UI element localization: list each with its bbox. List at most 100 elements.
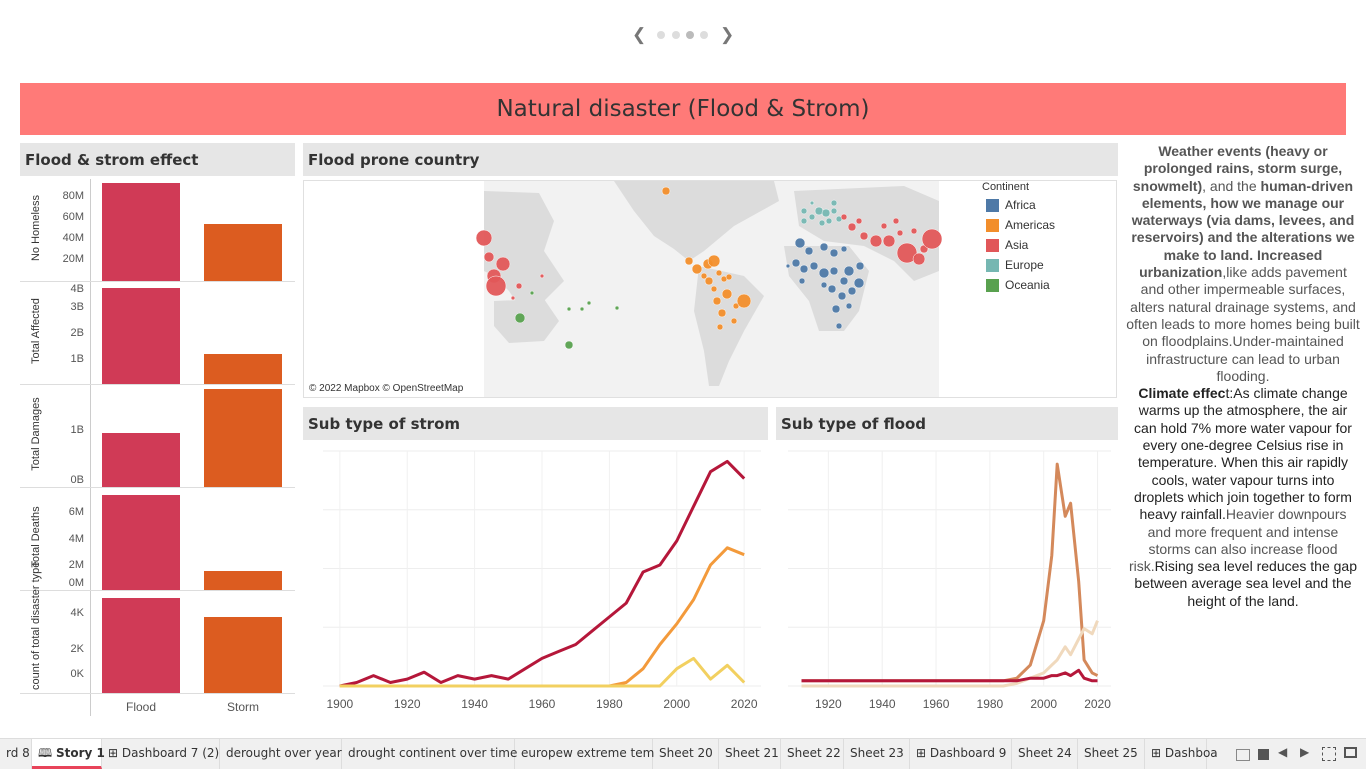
sheet-tab[interactable]: Sheet 23 [844, 739, 910, 769]
country-bubble[interactable] [586, 300, 592, 306]
flood-map[interactable]: Continent Africa Americas Asia Europe Oceani… [303, 180, 1117, 398]
country-bubble[interactable] [579, 306, 585, 312]
measure-row[interactable]: No Homeless 80M 60M 40M 20M [20, 179, 295, 282]
sheet-tab[interactable]: ⊞ Dashboa [1145, 739, 1218, 769]
world-map-svg[interactable] [304, 181, 1116, 397]
flood-bar[interactable] [102, 433, 180, 487]
flood-bar[interactable] [102, 183, 180, 281]
country-bubble[interactable] [820, 281, 828, 289]
country-bubble[interactable] [830, 207, 838, 215]
country-bubble[interactable] [515, 282, 523, 290]
next-story-point-icon[interactable]: ❯ [720, 25, 735, 44]
storm-subtype-chart[interactable]: 1900 1920 1940 1960 1980 2000 2020 [303, 441, 768, 717]
storm-bar[interactable] [204, 224, 282, 281]
country-bubble[interactable] [485, 275, 507, 297]
country-bubble[interactable] [910, 227, 918, 235]
country-bubble[interactable] [785, 263, 791, 269]
country-bubble[interactable] [495, 256, 511, 272]
country-bubble[interactable] [837, 291, 847, 301]
sheet-tab[interactable]: rd 8 [0, 739, 32, 769]
sheet-tab[interactable]: ⊞ Dashboard 7 (2) [102, 739, 220, 769]
country-bubble[interactable] [700, 272, 708, 280]
flood-subtype-chart[interactable]: 1920 1940 1960 1980 2000 2020 [776, 441, 1118, 717]
scroll-right-icon[interactable]: ▶ [1300, 745, 1310, 759]
flood-bar[interactable] [102, 288, 180, 384]
story-dot-1[interactable] [657, 31, 665, 39]
flood-bubbles[interactable] [475, 186, 943, 350]
show-tabs-icon[interactable] [1258, 749, 1269, 760]
country-bubble[interactable] [882, 234, 896, 248]
measure-row[interactable]: count of total disaster type 4K 2K 0K [20, 562, 295, 694]
present-icon[interactable] [1344, 747, 1357, 758]
sheet-tab[interactable]: Sheet 24 [1012, 739, 1078, 769]
country-bubble[interactable] [843, 265, 855, 277]
country-bubble[interactable] [730, 317, 738, 325]
country-bubble[interactable] [921, 228, 943, 250]
series-line[interactable] [801, 462, 1099, 683]
measure-row[interactable]: Total Deaths 6M 4M 2M 0M [20, 488, 295, 591]
country-bubble[interactable] [717, 308, 727, 318]
country-bubble[interactable] [691, 263, 703, 275]
country-bubble[interactable] [704, 276, 714, 286]
sheet-tab[interactable]: ⊞ Dashboard 9 [910, 739, 1012, 769]
sheet-tab[interactable]: 🕮 Story 1 [32, 739, 105, 769]
storm-bar[interactable] [204, 571, 282, 590]
country-bubble[interactable] [847, 222, 857, 232]
flood-bar[interactable] [102, 495, 180, 590]
sheet-tab[interactable]: Sheet 21 [719, 739, 781, 769]
sheet-tab[interactable]: drought continent over time [342, 739, 517, 769]
country-bubble[interactable] [800, 207, 808, 215]
sheet-tab[interactable]: Sheet 20 [653, 739, 719, 769]
country-bubble[interactable] [684, 256, 694, 266]
country-bubble[interactable] [736, 293, 752, 309]
legend-swatch[interactable] [986, 239, 999, 252]
country-bubble[interactable] [869, 234, 883, 248]
country-bubble[interactable] [853, 277, 865, 289]
scroll-left-icon[interactable]: ◀ [1278, 745, 1288, 759]
country-bubble[interactable] [791, 258, 801, 268]
country-bubble[interactable] [707, 254, 721, 268]
country-bubble[interactable] [912, 252, 926, 266]
prev-story-point-icon[interactable]: ❮ [632, 25, 647, 44]
country-bubble[interactable] [831, 304, 841, 314]
measure-row[interactable]: Total Affected 4B 3B 2B 1B [20, 282, 295, 385]
country-bubble[interactable] [845, 302, 853, 310]
legend-swatch[interactable] [986, 219, 999, 232]
country-bubble[interactable] [855, 217, 863, 225]
legend-swatch[interactable] [986, 279, 999, 292]
country-bubble[interactable] [475, 229, 493, 247]
country-bubble[interactable] [529, 290, 535, 296]
country-bubble[interactable] [839, 276, 849, 286]
country-bubble[interactable] [896, 242, 918, 264]
country-bubble[interactable] [798, 277, 806, 285]
country-bubble[interactable] [855, 261, 865, 271]
country-bubble[interactable] [892, 217, 900, 225]
country-bubble[interactable] [829, 266, 839, 276]
country-bubble[interactable] [809, 261, 819, 271]
storm-bar[interactable] [204, 389, 282, 487]
country-bubble[interactable] [725, 273, 733, 281]
country-bubble[interactable] [716, 323, 724, 331]
country-bubble[interactable] [721, 288, 733, 300]
country-bubble[interactable] [818, 219, 826, 227]
flood-storm-effect-chart[interactable]: No Homeless 80M 60M 40M 20M Total Affected 4B 3… [20, 179, 295, 716]
sheet-tab[interactable]: europew extreme tem [515, 739, 654, 769]
country-bubble[interactable] [840, 213, 848, 221]
country-bubble[interactable] [715, 269, 723, 277]
country-bubble[interactable] [859, 231, 869, 241]
country-bubble[interactable] [847, 286, 857, 296]
country-bubble[interactable] [829, 248, 839, 258]
country-bubble[interactable] [825, 217, 833, 225]
legend-swatch[interactable] [986, 199, 999, 212]
country-bubble[interactable] [661, 186, 671, 196]
sheet-tab[interactable]: Sheet 25 [1078, 739, 1145, 769]
country-bubble[interactable] [483, 251, 495, 263]
story-dot-2[interactable] [672, 31, 680, 39]
country-bubble[interactable] [809, 200, 815, 206]
country-bubble[interactable] [819, 242, 829, 252]
country-bubble[interactable] [814, 206, 824, 216]
country-bubble[interactable] [821, 208, 831, 218]
country-bubble[interactable] [840, 245, 848, 253]
flood-line-chart-svg[interactable]: 1920 1940 1960 1980 2000 2020 [776, 441, 1118, 717]
sheet-tab[interactable]: Sheet 22 [781, 739, 844, 769]
